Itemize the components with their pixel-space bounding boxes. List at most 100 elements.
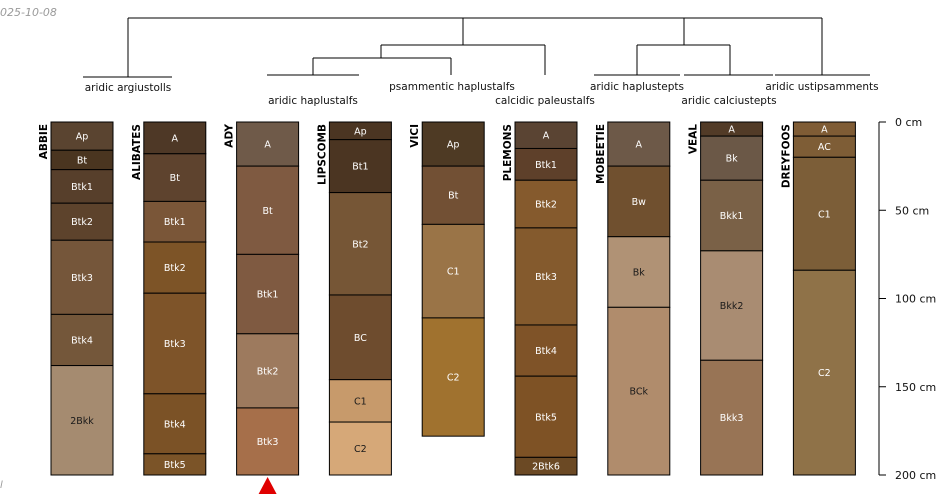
profile-lipscomb: Ap Bt1 Bt2 BC C1 C2 LIPSCOMB — [316, 121, 392, 476]
taxon-label: calcidic paleustalfs — [495, 95, 595, 107]
tick-label: 100 cm — [895, 293, 936, 306]
profile-name: ALIBATES — [131, 124, 143, 180]
horizon-label: Btk3 — [71, 273, 93, 284]
horizon-btk2 — [514, 179, 578, 229]
horizon-btk4 — [143, 393, 207, 455]
horizon-label: Btk2 — [535, 200, 557, 211]
horizon-label: C1 — [447, 267, 460, 278]
horizon-btk2 — [143, 241, 207, 294]
truncation-triangle — [258, 477, 277, 494]
horizon-btk3 — [236, 407, 300, 476]
horizon-c1 — [792, 156, 856, 271]
profile-name: PLEMONS — [502, 124, 514, 181]
horizon-label: A — [728, 125, 735, 136]
profile-dreyfoos: A AC C1 C2 DREYFOOS — [780, 121, 856, 476]
corner-mark: l — [0, 480, 3, 491]
horizon-label: Btk2 — [257, 366, 279, 377]
horizon-btk3 — [50, 239, 114, 315]
taxon-label: aridic argiustolls — [85, 82, 171, 94]
horizon-btk1 — [514, 147, 578, 181]
horizon-label: Btk3 — [257, 437, 279, 448]
profiles: Ap Bt Btk1 Btk2 Btk3 Btk4 2Bkk ABBIE A Bt Btk1 Btk2… — [38, 121, 856, 476]
horizon-label: Btk1 — [164, 217, 186, 228]
horizon-label: Bt2 — [352, 239, 368, 250]
horizon-bc — [328, 294, 392, 381]
profile-ady: A Bt Btk1 Btk2 Btk3 ADY — [224, 121, 300, 476]
horizon-label: C2 — [354, 444, 367, 455]
horizon-c2 — [792, 269, 856, 476]
horizon-bt1 — [328, 139, 392, 194]
horizon-label: Btk3 — [535, 272, 557, 283]
horizon-bk — [607, 236, 671, 308]
profile-abbie: Ap Bt Btk1 Btk2 Btk3 Btk4 2Bkk ABBIE — [38, 121, 114, 476]
horizon-label: Bw — [632, 197, 647, 208]
depth-axis: 0 cm 50 cm 100 cm 150 cm 200 cm — [878, 116, 936, 482]
horizon-label: Bt — [170, 173, 181, 184]
horizon-label: Bt — [448, 191, 459, 202]
taxon-label: psammentic haplustalfs — [389, 81, 515, 93]
taxonomic-labels: aridic argiustolls aridic haplustalfs psam… — [83, 74, 879, 107]
horizon-btk4 — [50, 313, 114, 367]
horizon-label: A — [172, 133, 179, 144]
horizon-btk1 — [143, 200, 207, 243]
horizon-label: Bt1 — [352, 162, 368, 173]
horizon-label: Btk4 — [535, 346, 557, 357]
horizon-bk — [700, 135, 764, 181]
profile-veal: A Bk Bkk1 Bkk2 Bkk3 VEAL — [688, 121, 764, 476]
horizon-bkk1 — [700, 179, 764, 252]
horizon-label: 2Bkk — [70, 416, 94, 427]
horizon-2btk6 — [514, 456, 578, 476]
horizon-btk1 — [50, 169, 114, 204]
horizon-label: Bk — [726, 154, 739, 165]
profile-name: ABBIE — [38, 124, 50, 159]
horizon-a — [236, 121, 300, 167]
horizon-label: C1 — [818, 209, 831, 220]
horizon-btk5 — [143, 453, 207, 476]
horizon-label: Btk1 — [535, 160, 557, 171]
profile-plemons: A Btk1 Btk2 Btk3 Btk4 Btk5 2Btk6 PLEMONS — [502, 121, 578, 476]
horizon-label: Btk4 — [71, 335, 93, 346]
horizon-c1 — [328, 379, 392, 423]
horizon-label: A — [821, 125, 828, 136]
profile-vici: Ap Bt C1 C2 VICI — [409, 121, 485, 437]
horizon-label: Btk4 — [164, 419, 186, 430]
tick-label: 0 cm — [895, 116, 922, 129]
horizon-c2 — [328, 421, 392, 476]
horizon-btk2 — [236, 333, 300, 409]
horizon-btk2 — [50, 202, 114, 241]
horizon-label: Ap — [354, 126, 367, 137]
horizon-label: Bkk1 — [720, 211, 744, 222]
horizon-bt — [143, 153, 207, 202]
horizon-btk3 — [514, 227, 578, 326]
horizon-label: AC — [818, 142, 831, 153]
horizon-label: C1 — [354, 396, 367, 407]
dendrogram — [127, 17, 823, 77]
horizon-label: A — [543, 131, 550, 142]
tick-label: 150 cm — [895, 381, 936, 394]
profile-name: DREYFOOS — [780, 124, 792, 188]
horizon-c2 — [421, 317, 485, 437]
profile-name: VICI — [409, 124, 421, 148]
horizon-ap — [50, 121, 114, 151]
taxon-label: aridic calciustepts — [681, 95, 776, 107]
taxon-label: aridic haplustalfs — [268, 95, 358, 107]
horizon-btk3 — [143, 292, 207, 395]
horizon-a — [607, 121, 671, 167]
horizon-label: Btk5 — [535, 412, 557, 423]
horizon-label: Btk1 — [257, 290, 279, 301]
horizon-label: Btk2 — [164, 263, 186, 274]
horizon-label: BCk — [630, 387, 649, 398]
profile-name: MOBEETIE — [595, 124, 607, 184]
horizon-label: Ap — [76, 132, 89, 143]
horizon-label: Bt — [77, 155, 88, 166]
profile-name: ADY — [224, 124, 236, 148]
horizon-a — [514, 121, 578, 149]
profile-name: VEAL — [688, 124, 700, 154]
horizon-btk4 — [514, 324, 578, 377]
horizon-label: Btk2 — [71, 217, 93, 228]
horizon-label: Btk5 — [164, 460, 186, 471]
horizon-label: C2 — [447, 373, 460, 384]
taxon-label: aridic haplustepts — [590, 81, 684, 93]
horizon-label: 2Btk6 — [532, 462, 560, 473]
tick-label: 200 cm — [895, 469, 936, 482]
